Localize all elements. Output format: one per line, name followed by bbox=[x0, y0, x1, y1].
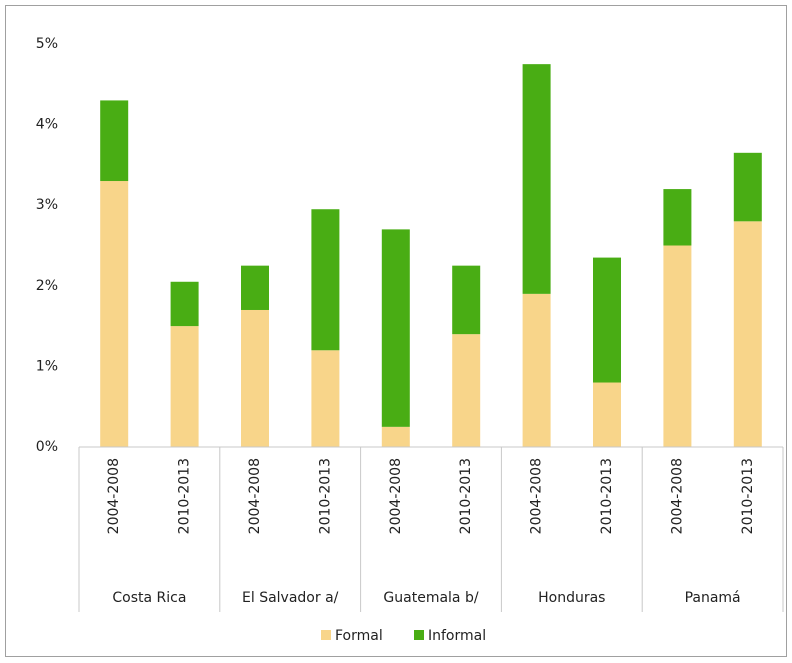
group-label: Costa Rica bbox=[112, 590, 186, 606]
bar-segment bbox=[170, 326, 199, 447]
bar-segment bbox=[170, 281, 199, 327]
legend-label: Formal bbox=[335, 628, 383, 644]
x-tick-label: 2004-2008 bbox=[669, 458, 685, 534]
x-tick-label: 2004-2008 bbox=[388, 458, 404, 534]
bar-segment bbox=[663, 245, 692, 447]
x-tick-label: 2004-2008 bbox=[106, 458, 122, 534]
y-tick-label: 2% bbox=[36, 278, 58, 294]
bar-segment bbox=[522, 64, 551, 294]
y-tick-label: 5% bbox=[36, 36, 58, 52]
bar-segment bbox=[733, 152, 762, 222]
bar-segment bbox=[593, 257, 621, 383]
group-label: Panamá bbox=[685, 590, 741, 606]
group-label: El Salvador a/ bbox=[242, 590, 339, 606]
group-label: Guatemala b/ bbox=[383, 590, 478, 606]
y-tick-label: 1% bbox=[36, 358, 58, 374]
legend-swatch bbox=[321, 630, 331, 640]
bar-segment bbox=[522, 293, 551, 447]
bar-segment bbox=[100, 181, 129, 447]
group-label: Honduras bbox=[538, 590, 605, 606]
x-tick-label: 2010-2013 bbox=[599, 458, 615, 534]
bar-segment bbox=[733, 221, 762, 447]
bar-segment bbox=[593, 382, 621, 447]
x-tick-label: 2004-2008 bbox=[247, 458, 263, 534]
legend-label: Informal bbox=[428, 628, 486, 644]
y-tick-label: 4% bbox=[36, 117, 58, 133]
x-tick-label: 2010-2013 bbox=[458, 458, 474, 534]
bar-segment bbox=[241, 265, 269, 310]
x-tick-label: 2010-2013 bbox=[317, 458, 333, 534]
bar-segment bbox=[311, 209, 340, 351]
bar-segment bbox=[241, 309, 269, 447]
bar-segment bbox=[663, 189, 692, 246]
bar-segment bbox=[381, 426, 410, 447]
bar-segment bbox=[311, 350, 340, 447]
x-tick-label: 2004-2008 bbox=[529, 458, 545, 534]
y-tick-label: 3% bbox=[36, 197, 58, 213]
x-tick-label: 2010-2013 bbox=[177, 458, 193, 534]
legend-swatch bbox=[414, 630, 424, 640]
y-tick-label: 0% bbox=[36, 439, 58, 455]
bar-segment bbox=[381, 229, 410, 427]
bar-segment bbox=[452, 265, 481, 335]
x-tick-label: 2010-2013 bbox=[740, 458, 756, 534]
bar-segment bbox=[100, 100, 129, 182]
bar-segment bbox=[452, 334, 481, 447]
